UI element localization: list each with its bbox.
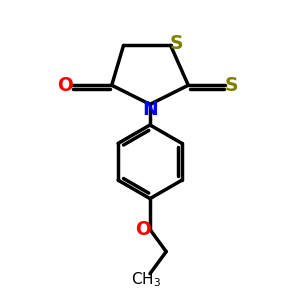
Text: S: S [169, 34, 183, 53]
Text: O: O [58, 76, 74, 95]
Text: O: O [136, 220, 152, 239]
Text: S: S [225, 76, 238, 95]
Text: CH$_3$: CH$_3$ [130, 271, 161, 290]
Text: N: N [142, 100, 158, 119]
